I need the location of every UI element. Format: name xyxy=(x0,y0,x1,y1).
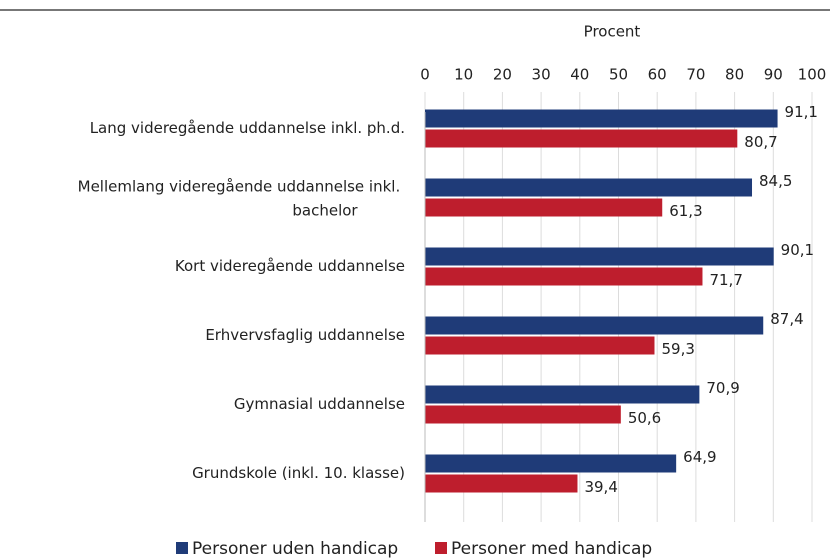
data-label: 84,5 xyxy=(759,172,792,190)
y-tick-label: Grundskole (inkl. 10. klasse) xyxy=(192,464,405,482)
bar xyxy=(425,267,703,286)
x-tick-label: 10 xyxy=(454,66,473,84)
bar xyxy=(425,198,663,217)
data-label: 59,3 xyxy=(661,340,694,358)
bar xyxy=(425,474,578,493)
x-tick-label: 0 xyxy=(420,66,430,84)
bar xyxy=(425,454,677,473)
data-label: 50,6 xyxy=(628,409,661,427)
data-label: 80,7 xyxy=(744,133,777,151)
y-tick-label: Lang videregående uddannelse inkl. ph.d. xyxy=(90,119,405,137)
bar xyxy=(425,405,621,424)
x-tick-label: 100 xyxy=(798,66,827,84)
data-label: 71,7 xyxy=(709,271,742,289)
y-tick-label: Mellemlang videregående uddannelse inkl.… xyxy=(78,177,405,219)
data-label: 87,4 xyxy=(770,310,803,328)
x-tick-label: 70 xyxy=(686,66,705,84)
x-tick-label: 20 xyxy=(493,66,512,84)
x-tick-label: 50 xyxy=(609,66,628,84)
x-tick-label: 30 xyxy=(532,66,551,84)
data-label: 61,3 xyxy=(669,202,702,220)
data-label: 64,9 xyxy=(683,448,716,466)
x-tick-label: 40 xyxy=(570,66,589,84)
legend-label: Personer med handicap xyxy=(451,539,652,559)
bar xyxy=(425,109,778,128)
bar xyxy=(425,178,753,197)
x-tick-label: 90 xyxy=(764,66,783,84)
data-label: 90,1 xyxy=(781,241,814,259)
bar xyxy=(425,129,738,148)
y-tick-label: Gymnasial uddannelse xyxy=(234,395,405,413)
bar xyxy=(425,316,764,335)
y-tick-label: Erhvervsfaglig uddannelse xyxy=(205,326,405,344)
bar xyxy=(425,385,700,404)
bar xyxy=(425,247,774,266)
x-tick-label: 80 xyxy=(725,66,744,84)
axis-label: Procent xyxy=(584,23,641,41)
bar xyxy=(425,336,655,355)
data-label: 39,4 xyxy=(584,478,617,496)
data-label: 70,9 xyxy=(706,379,739,397)
y-tick-label: Kort videregående uddannelse xyxy=(175,257,405,275)
legend-label: Personer uden handicap xyxy=(192,539,398,559)
legend-swatch xyxy=(435,542,447,554)
x-tick-label: 60 xyxy=(648,66,667,84)
legend-swatch xyxy=(176,542,188,554)
data-label: 91,1 xyxy=(785,103,818,121)
